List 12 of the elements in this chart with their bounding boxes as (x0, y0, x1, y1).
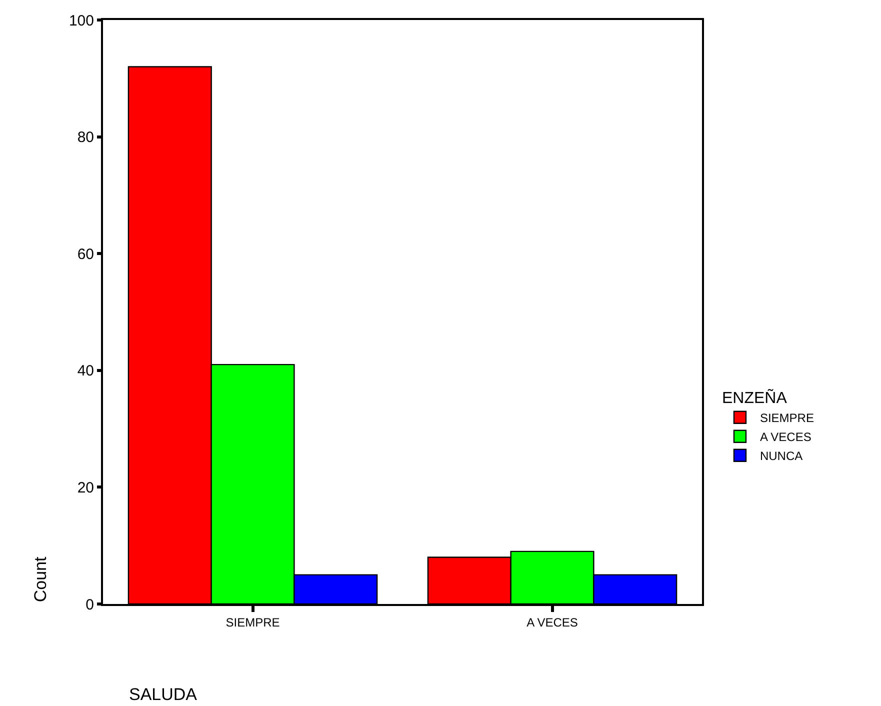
y-axis-title: Count (31, 556, 50, 602)
y-tick-label: 20 (77, 479, 94, 496)
legend-title: ENZEÑA (722, 388, 788, 407)
y-tick-label: 100 (68, 12, 94, 30)
legend-label: SIEMPRE (760, 411, 814, 426)
y-tick-label: 40 (77, 362, 94, 380)
y-tick-label: 60 (77, 246, 94, 263)
legend-label: A VECES (760, 430, 812, 444)
x-axis-title: SALUDA (129, 685, 198, 704)
y-tick-label: 80 (77, 129, 94, 146)
legend-label: NUNCA (760, 449, 803, 464)
y-tick-label: 0 (86, 596, 94, 614)
